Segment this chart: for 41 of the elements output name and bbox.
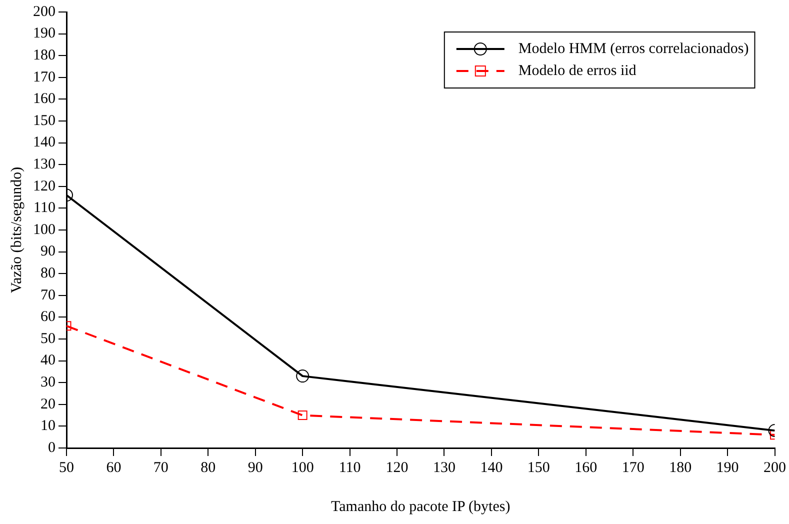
x-tick-label: 60 <box>106 460 122 476</box>
y-tick-label: 130 <box>33 156 56 173</box>
y-tick-label: 180 <box>33 48 56 64</box>
y-axis-title: Vazão (bits/segundo) <box>8 166 25 294</box>
x-tick-label: 80 <box>200 460 216 476</box>
y-tick-label: 80 <box>40 266 56 282</box>
x-tick-label: 190 <box>716 460 739 476</box>
x-tick-label: 170 <box>622 460 644 476</box>
x-axis-title: Tamanho do pacote IP (bytes) <box>331 498 510 515</box>
x-tick-label: 130 <box>432 460 456 476</box>
y-tick-label: 120 <box>33 178 56 194</box>
x-tick-label: 150 <box>527 460 550 476</box>
y-tick-label: 160 <box>33 91 56 108</box>
y-tick-label: 170 <box>33 69 56 86</box>
legend-label: Modelo de erros iid <box>518 62 637 79</box>
x-tick-label: 120 <box>386 460 408 476</box>
y-tick-label: 0 <box>48 440 56 456</box>
y-tick-label: 10 <box>40 418 56 434</box>
x-tick-label: 50 <box>59 460 74 476</box>
y-tick-label: 50 <box>40 330 56 347</box>
x-tick-label: 180 <box>669 460 692 476</box>
y-tick-label: 90 <box>40 244 56 260</box>
y-tick-label: 110 <box>34 200 56 216</box>
x-tick-label: 70 <box>153 460 168 476</box>
x-tick-label: 90 <box>248 460 263 476</box>
y-tick-label: 40 <box>40 352 56 369</box>
y-tick-label: 100 <box>33 222 56 238</box>
y-tick-label: 150 <box>33 112 56 129</box>
x-tick-label: 160 <box>574 460 598 476</box>
y-tick-label: 60 <box>40 309 56 326</box>
y-tick-label: 140 <box>33 134 56 151</box>
y-tick-label: 70 <box>40 287 56 304</box>
x-tick-label: 100 <box>291 460 314 476</box>
x-tick-label: 110 <box>338 460 361 476</box>
y-tick-label: 30 <box>40 374 56 391</box>
x-tick-label: 140 <box>480 460 503 476</box>
y-tick-label: 190 <box>33 26 56 42</box>
legend-label: Modelo HMM (erros correlacionados) <box>518 40 749 57</box>
y-tick-label: 200 <box>33 4 56 20</box>
y-tick-label: 20 <box>40 396 56 412</box>
x-tick-label: 200 <box>764 460 786 476</box>
